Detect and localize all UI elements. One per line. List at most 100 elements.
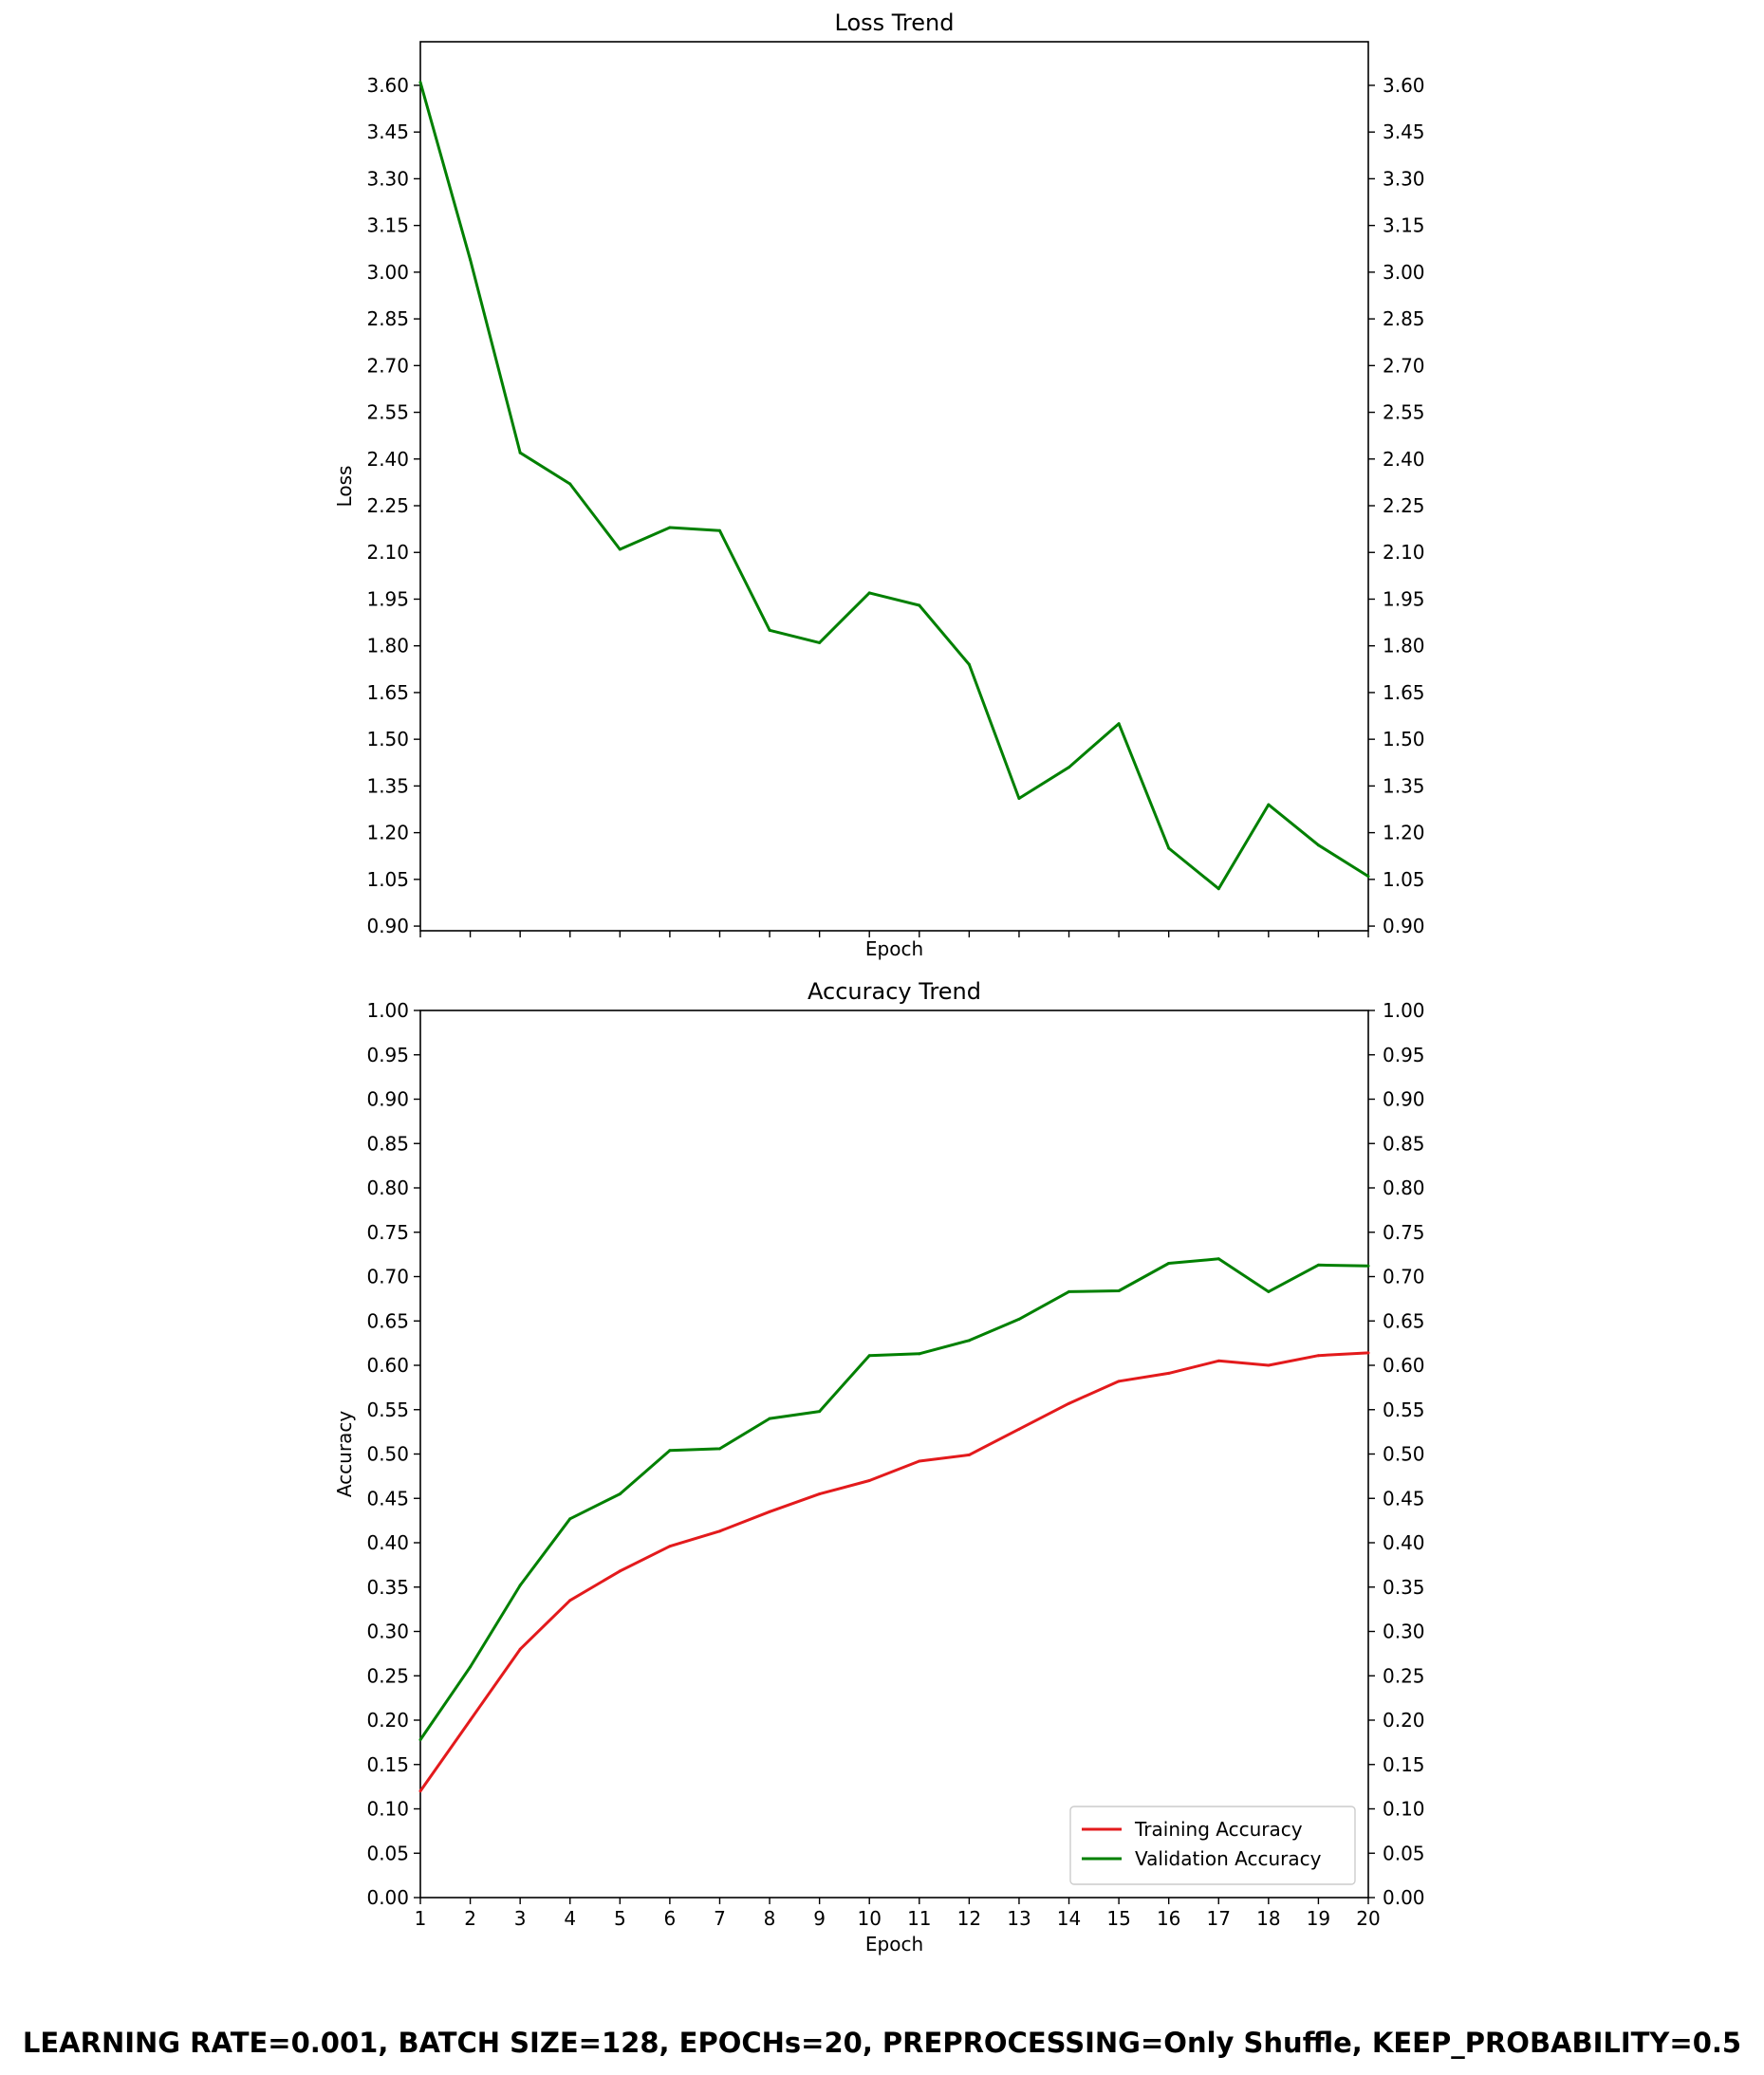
accuracy-xtick-label: 9: [813, 1907, 826, 1930]
loss-series-validation-loss-point: [1316, 843, 1320, 847]
loss-ytick-label-left: 0.90: [366, 915, 409, 937]
accuracy-ytick-label-right: 0.75: [1383, 1221, 1425, 1244]
loss-ytick-label-left: 1.80: [366, 635, 409, 658]
accuracy-ytick-label-left: 0.70: [366, 1266, 409, 1288]
accuracy-ytick-label-left: 0.60: [366, 1354, 409, 1377]
accuracy-ytick-label-right: 0.10: [1383, 1798, 1425, 1821]
loss-series-validation-loss-point: [967, 662, 971, 666]
loss-series-validation-loss-point: [418, 81, 422, 84]
accuracy-ytick-label-right: 0.60: [1383, 1354, 1425, 1377]
accuracy-title: Accuracy Trend: [808, 978, 981, 1005]
loss-ytick-label-right: 1.05: [1383, 868, 1425, 891]
accuracy-xtick-label: 12: [957, 1907, 981, 1930]
accuracy-xtick-label: 16: [1157, 1907, 1180, 1930]
loss-axes-frame: [419, 41, 1369, 932]
loss-series-validation-loss-line: [418, 82, 1369, 891]
loss-series-validation-loss-point: [1216, 887, 1220, 891]
accuracy-ytick-label-right: 0.00: [1383, 1886, 1425, 1909]
loss-trend-chart: Loss Trend 0.90 0.90 1.05 1.05 1.20 1.20 1.35 1.…: [333, 9, 1425, 960]
loss-title: Loss Trend: [835, 9, 955, 36]
accuracy-series-training-accuracy-point: [967, 1453, 971, 1456]
accuracy-series-validation-accuracy-point: [518, 1584, 522, 1587]
accuracy-legend: Training Accuracy Validation Accuracy: [1069, 1806, 1356, 1885]
accuracy-xtick-label: 14: [1057, 1907, 1081, 1930]
accuracy-xtick-label: 1: [415, 1907, 427, 1930]
accuracy-ytick-label-right: 0.95: [1383, 1044, 1425, 1066]
accuracy-xtick-label: 17: [1207, 1907, 1231, 1930]
loss-ytick-label-right: 3.00: [1383, 261, 1425, 284]
loss-ytick-label-left: 1.50: [366, 728, 409, 750]
hyperparameter-caption: LEARNING RATE=0.001, BATCH SIZE=128, EPO…: [22, 2027, 1742, 2059]
loss-ytick-label-left: 3.15: [366, 214, 409, 237]
accuracy-ytick-label-left: 0.80: [366, 1176, 409, 1199]
accuracy-xtick-label: 19: [1307, 1907, 1330, 1930]
accuracy-ytick-label-right: 0.20: [1383, 1709, 1425, 1732]
accuracy-series-validation-accuracy-point: [668, 1449, 672, 1453]
accuracy-xtick-label: 11: [907, 1907, 931, 1930]
accuracy-ytick-label-left: 0.50: [366, 1443, 409, 1466]
accuracy-series-validation-accuracy-point: [1366, 1264, 1370, 1268]
accuracy-xtick-label: 5: [614, 1907, 626, 1930]
accuracy-xtick-label: 20: [1356, 1907, 1380, 1930]
accuracy-ytick-label-left: 0.85: [366, 1132, 409, 1155]
loss-ytick-label-left: 3.60: [366, 74, 409, 97]
accuracy-ytick-label-left: 0.40: [366, 1531, 409, 1554]
loss-ytick-label-right: 2.55: [1383, 401, 1425, 424]
accuracy-ytick-label-right: 0.85: [1383, 1132, 1425, 1155]
accuracy-series-validation-accuracy-point: [967, 1339, 971, 1343]
accuracy-series-validation-accuracy-point: [818, 1410, 822, 1414]
accuracy-ytick-label-right: 0.30: [1383, 1621, 1425, 1643]
accuracy-series-validation-accuracy-point: [717, 1447, 721, 1451]
accuracy-xtick-label: 3: [514, 1907, 527, 1930]
loss-ytick-label-left: 1.20: [366, 822, 409, 844]
loss-ytick-label-left: 2.55: [366, 401, 409, 424]
accuracy-series-training-accuracy-point: [568, 1599, 572, 1603]
loss-ytick-label-left: 3.30: [366, 167, 409, 190]
loss-series-validation-loss-point: [1117, 722, 1121, 726]
loss-ytick-label-left: 2.25: [366, 494, 409, 517]
accuracy-series-validation-accuracy-point: [1167, 1261, 1171, 1265]
accuracy-legend-box: [1069, 1806, 1356, 1885]
accuracy-series-training-accuracy-point: [1068, 1401, 1071, 1405]
loss-ytick-label-right: 2.40: [1383, 448, 1425, 471]
accuracy-series-training-accuracy-point: [717, 1529, 721, 1533]
accuracy-series-training-accuracy-point: [518, 1647, 522, 1651]
accuracy-series-validation-accuracy-point: [1017, 1317, 1021, 1321]
accuracy-series-validation-accuracy-point: [418, 1738, 422, 1742]
accuracy-xtick-label: 2: [464, 1907, 476, 1930]
accuracy-ytick-label-right: 0.90: [1383, 1088, 1425, 1111]
loss-series-validation-loss-point: [618, 547, 622, 551]
loss-series-validation-loss-point: [1068, 766, 1071, 769]
accuracy-ytick-label-right: 0.40: [1383, 1531, 1425, 1554]
accuracy-ytick-label-left: 0.00: [366, 1886, 409, 1909]
loss-ytick-label-left: 2.85: [366, 307, 409, 330]
accuracy-ytick-label-left: 0.95: [366, 1044, 409, 1066]
accuracy-series-training-accuracy-point: [1017, 1427, 1021, 1431]
accuracy-xtick-label: 7: [714, 1907, 726, 1930]
loss-series-validation-loss-point: [668, 526, 672, 529]
loss-series-validation-loss-point: [1366, 875, 1370, 879]
accuracy-series-training-accuracy-point: [1267, 1363, 1271, 1367]
loss-series-validation-loss-point: [568, 482, 572, 486]
accuracy-xtick-label: 18: [1256, 1907, 1280, 1930]
accuracy-series-training-accuracy-point: [768, 1510, 771, 1513]
accuracy-ytick-label-left: 0.05: [366, 1842, 409, 1864]
accuracy-series-training-accuracy-point: [1117, 1380, 1121, 1383]
accuracy-series-validation-accuracy-point: [1117, 1288, 1121, 1292]
accuracy-xtick-label: 15: [1106, 1907, 1130, 1930]
accuracy-ytick-label-right: 0.05: [1383, 1842, 1425, 1864]
accuracy-series-validation-accuracy-point: [1316, 1263, 1320, 1267]
accuracy-ytick-label-left: 0.15: [366, 1753, 409, 1776]
loss-ytick-label-right: 1.80: [1383, 635, 1425, 658]
loss-series-validation-loss-point: [1017, 797, 1021, 801]
loss-ytick-label-right: 1.95: [1383, 587, 1425, 610]
accuracy-xtick-label: 13: [1007, 1907, 1031, 1930]
accuracy-series-training-accuracy-point: [918, 1459, 921, 1463]
accuracy-ytick-label-left: 0.25: [366, 1664, 409, 1687]
loss-ytick-label-left: 2.70: [366, 354, 409, 377]
loss-ytick-label-right: 3.60: [1383, 74, 1425, 97]
loss-series-validation-loss-point: [1167, 846, 1171, 850]
loss-series-validation-loss-point: [518, 451, 522, 454]
accuracy-trend-chart: Accuracy Trend 0.00 0.00 0.05 0.05 0.10 0.10 0.…: [333, 978, 1425, 1955]
accuracy-xtick-label: 8: [764, 1907, 776, 1930]
